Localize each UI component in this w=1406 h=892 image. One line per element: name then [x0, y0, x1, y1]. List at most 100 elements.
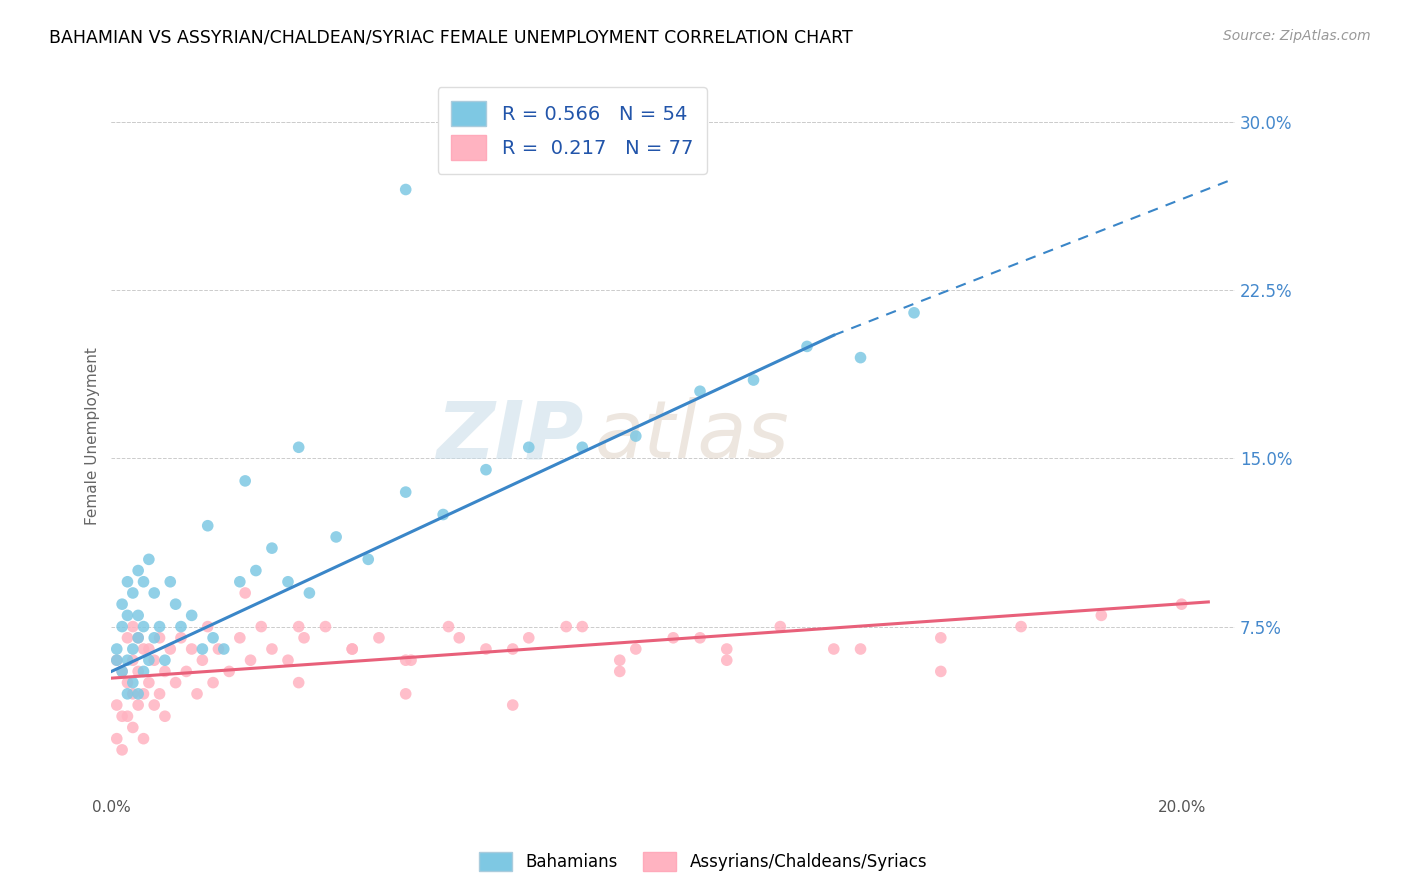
Point	[292, 631, 315, 645]
Point	[117, 608, 139, 623]
Point	[449, 631, 471, 645]
Point	[233, 474, 256, 488]
Point	[127, 608, 149, 623]
Point	[138, 552, 160, 566]
Point	[277, 574, 299, 589]
Point	[191, 642, 214, 657]
Point	[245, 564, 267, 578]
Point	[340, 642, 363, 657]
Point	[202, 631, 225, 645]
Point	[121, 675, 143, 690]
Point	[143, 586, 166, 600]
Point	[165, 675, 187, 690]
Point	[609, 665, 631, 679]
Point	[207, 642, 229, 657]
Point	[368, 631, 391, 645]
Point	[148, 619, 170, 633]
Point	[277, 653, 299, 667]
Point	[143, 698, 166, 712]
Text: Source: ZipAtlas.com: Source: ZipAtlas.com	[1223, 29, 1371, 43]
Point	[148, 631, 170, 645]
Point	[132, 731, 155, 746]
Point	[159, 642, 181, 657]
Point	[111, 665, 134, 679]
Point	[143, 653, 166, 667]
Point	[314, 619, 336, 633]
Point	[180, 642, 202, 657]
Legend: R = 0.566   N = 54, R =  0.217   N = 77: R = 0.566 N = 54, R = 0.217 N = 77	[437, 87, 707, 174]
Point	[1170, 597, 1192, 611]
Point	[148, 687, 170, 701]
Point	[111, 709, 134, 723]
Text: BAHAMIAN VS ASSYRIAN/CHALDEAN/SYRIAC FEMALE UNEMPLOYMENT CORRELATION CHART: BAHAMIAN VS ASSYRIAN/CHALDEAN/SYRIAC FEM…	[49, 29, 853, 46]
Point	[340, 642, 363, 657]
Point	[105, 653, 128, 667]
Point	[117, 631, 139, 645]
Y-axis label: Female Unemployment: Female Unemployment	[86, 347, 100, 525]
Point	[437, 619, 460, 633]
Point	[395, 485, 418, 500]
Point	[143, 631, 166, 645]
Point	[138, 675, 160, 690]
Point	[609, 653, 631, 667]
Point	[111, 619, 134, 633]
Point	[197, 518, 219, 533]
Text: ZIP: ZIP	[436, 397, 583, 475]
Point	[132, 619, 155, 633]
Point	[159, 574, 181, 589]
Point	[117, 709, 139, 723]
Point	[218, 665, 240, 679]
Point	[929, 631, 952, 645]
Point	[796, 339, 818, 353]
Point	[121, 721, 143, 735]
Point	[127, 665, 149, 679]
Point	[132, 574, 155, 589]
Point	[395, 653, 418, 667]
Point	[111, 665, 134, 679]
Point	[624, 429, 647, 443]
Point	[742, 373, 765, 387]
Point	[121, 653, 143, 667]
Point	[117, 653, 139, 667]
Point	[1010, 619, 1032, 633]
Point	[153, 709, 176, 723]
Point	[117, 687, 139, 701]
Point	[176, 665, 198, 679]
Point	[432, 508, 454, 522]
Point	[111, 597, 134, 611]
Point	[121, 687, 143, 701]
Point	[325, 530, 347, 544]
Point	[395, 182, 418, 196]
Point	[138, 653, 160, 667]
Point	[132, 687, 155, 701]
Point	[716, 653, 738, 667]
Point	[153, 665, 176, 679]
Point	[127, 687, 149, 701]
Point	[298, 586, 321, 600]
Point	[138, 642, 160, 657]
Point	[191, 653, 214, 667]
Point	[212, 642, 235, 657]
Point	[250, 619, 273, 633]
Point	[170, 631, 193, 645]
Point	[197, 619, 219, 633]
Point	[127, 698, 149, 712]
Point	[121, 586, 143, 600]
Point	[117, 675, 139, 690]
Point	[186, 687, 208, 701]
Point	[105, 653, 128, 667]
Point	[502, 698, 524, 712]
Point	[395, 687, 418, 701]
Point	[502, 642, 524, 657]
Point	[260, 642, 283, 657]
Point	[689, 631, 711, 645]
Point	[121, 619, 143, 633]
Point	[517, 440, 540, 454]
Point	[929, 665, 952, 679]
Point	[849, 351, 872, 365]
Point	[716, 642, 738, 657]
Point	[233, 586, 256, 600]
Point	[1090, 608, 1112, 623]
Text: atlas: atlas	[595, 397, 789, 475]
Point	[229, 631, 252, 645]
